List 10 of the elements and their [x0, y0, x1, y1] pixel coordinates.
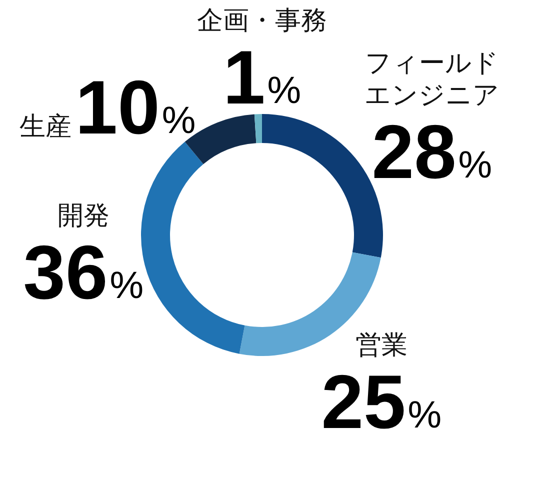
data-label: 28% [372, 110, 492, 195]
data-label: 10% [75, 66, 196, 151]
data-label: 25% [321, 360, 442, 446]
data-label: 36% [23, 230, 144, 316]
slice-label: 営業 [355, 330, 408, 361]
data-label: 1% [222, 36, 302, 120]
slice-label: フィールドエンジニア [364, 48, 500, 110]
slice-label: 生産 [19, 112, 72, 142]
slice-label: 開発 [57, 200, 110, 231]
slice-label: 企画・事務 [197, 6, 327, 36]
